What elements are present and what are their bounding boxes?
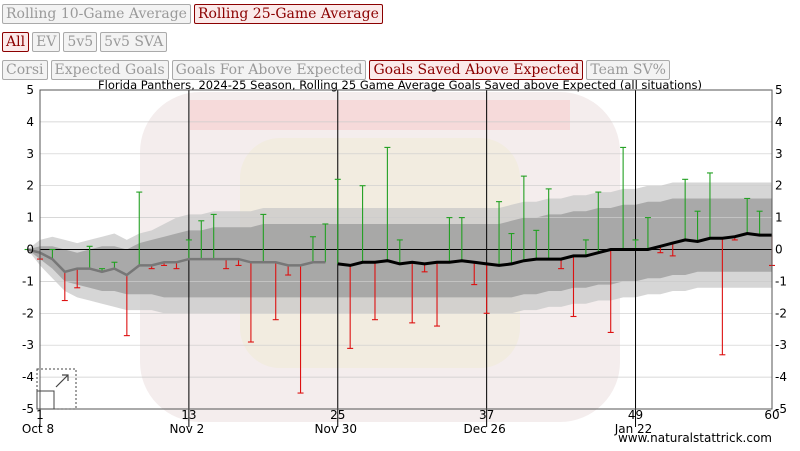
x-tick-label: 13 (181, 408, 196, 422)
x-tick-label: 60 (764, 408, 779, 422)
y-tick-label-right: -5 (775, 402, 787, 416)
metric-gsax-button[interactable]: Goals Saved Above Expected (369, 60, 584, 80)
chart-title: Florida Panthers, 2024-25 Season, Rollin… (98, 78, 702, 92)
y-tick-label-right: -1 (775, 274, 787, 288)
y-tick-label-left: 2 (26, 179, 34, 193)
y-tick-label-left: -2 (22, 306, 34, 320)
gsax-chart: Florida Panthers, 2024-25 Season, Rollin… (22, 78, 787, 445)
x-tick-label: 1 (36, 408, 44, 422)
situation-5v5-button[interactable]: 5v5 (63, 32, 98, 52)
y-tick-label-left: 3 (26, 147, 34, 161)
y-tick-label-right: -2 (775, 306, 787, 320)
zoom-box[interactable] (36, 368, 77, 410)
y-tick-label-right: 0 (775, 243, 783, 257)
y-tick-label-left: -4 (22, 370, 34, 384)
x-tick-label: 25 (330, 408, 345, 422)
y-tick-label-right: 1 (775, 211, 783, 225)
metric-expected-goals-button[interactable]: Expected Goals (50, 60, 169, 80)
y-tick-label-right: 5 (775, 83, 783, 97)
date-label: Nov 30 (315, 422, 358, 436)
metric-selector: Corsi Expected Goals Goals For Above Exp… (2, 60, 670, 80)
expand-arrow-icon[interactable] (55, 374, 69, 388)
rolling-10-button[interactable]: Rolling 10-Game Average (2, 4, 191, 24)
rolling-window-selector: Rolling 10-Game Average Rolling 25-Game … (2, 4, 383, 24)
y-tick-label-left: 1 (26, 211, 34, 225)
plot-frame (39, 89, 773, 410)
y-tick-label-left: 5 (26, 83, 34, 97)
x-tick-label: 37 (479, 408, 494, 422)
situation-all-button[interactable]: All (2, 32, 30, 52)
y-tick-label-right: 3 (775, 147, 783, 161)
rolling-average-line-partial (27, 248, 326, 277)
y-tick-label-right: -3 (775, 338, 787, 352)
situation-5v5-sva-button[interactable]: 5v5 SVA (100, 32, 168, 52)
y-tick-label-left: -3 (22, 338, 34, 352)
date-label: Nov 2 (169, 422, 204, 436)
metric-gfax-button[interactable]: Goals For Above Expected (171, 60, 367, 80)
watermark-band (190, 100, 570, 130)
chart-container: Florida Panthers, 2024-25 Season, Rollin… (0, 78, 800, 447)
situation-selector: All EV 5v5 5v5 SVA (2, 32, 168, 52)
rolling-average-line (337, 231, 772, 267)
y-tick-label-left: -1 (22, 274, 34, 288)
date-label: Oct 8 (22, 422, 54, 436)
y-tick-label-left: 4 (26, 115, 34, 129)
x-tick-label: 49 (628, 408, 643, 422)
metric-team-sv-button[interactable]: Team SV% (586, 60, 670, 80)
date-label: Jan 22 (614, 422, 653, 436)
situation-ev-button[interactable]: EV (32, 32, 61, 52)
y-tick-label-right: 2 (775, 179, 783, 193)
y-tick-label-left: -5 (22, 402, 34, 416)
y-tick-label-left: 0 (26, 243, 34, 257)
y-tick-label-right: -4 (775, 370, 787, 384)
rolling-25-button[interactable]: Rolling 25-Game Average (193, 4, 383, 24)
zoom-box-outline[interactable] (36, 368, 77, 410)
source-credit: www.naturalstattrick.com (618, 431, 772, 445)
date-label: Dec 26 (463, 422, 505, 436)
y-tick-label-right: 4 (775, 115, 783, 129)
zoom-box-inner[interactable] (36, 390, 55, 410)
metric-corsi-button[interactable]: Corsi (2, 60, 48, 80)
